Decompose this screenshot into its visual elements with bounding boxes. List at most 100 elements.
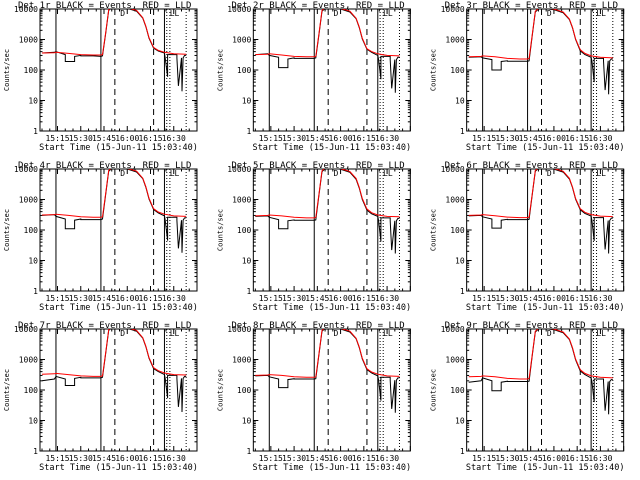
x-tick-label: 16:30 — [375, 294, 399, 303]
x-tick-label: 16:30 — [588, 134, 612, 143]
y-tick-label: 1 — [460, 127, 465, 136]
x-axis-label: Start Time (15-Jun-11 15:03:40) — [39, 303, 198, 313]
x-tick-label: 16:15 — [565, 134, 589, 143]
x-tick-label: 16:15 — [565, 294, 589, 303]
y-tick-label: 1 — [460, 287, 465, 296]
x-tick-label: 16:00 — [542, 454, 566, 463]
y-tick-label: 10 — [455, 97, 465, 106]
marker-label: LL — [383, 169, 393, 178]
x-tick-label: 16:00 — [115, 294, 139, 303]
x-tick-label: 16:15 — [138, 454, 162, 463]
y-tick-label: 1000 — [19, 36, 38, 45]
y-axis-label: Counts/sec — [216, 369, 224, 411]
panel-title: Det 7r BLACK = Events, RED = LLD — [18, 321, 191, 331]
x-tick-label: 15:30 — [69, 134, 93, 143]
y-tick-label: 1000 — [232, 356, 251, 365]
y-tick-label: 100 — [450, 386, 465, 395]
x-axis-label: Start Time (15-Jun-11 15:03:40) — [466, 143, 625, 153]
series-line-events — [255, 169, 400, 254]
x-tick-label: 16:15 — [565, 454, 589, 463]
y-tick-label: 1 — [33, 447, 38, 456]
y-tick-label: 1000 — [232, 36, 251, 45]
x-tick-label: 15:15 — [472, 134, 496, 143]
x-tick-label: 15:45 — [519, 134, 543, 143]
y-tick-label: 1000 — [19, 356, 38, 365]
plot-frame — [39, 168, 198, 292]
x-tick-label: 15:45 — [519, 454, 543, 463]
series-line-lld — [468, 169, 613, 219]
y-tick-label: 1000 — [445, 196, 464, 205]
x-tick-label: 15:30 — [282, 294, 306, 303]
chart-panel-4: Det 4r BLACK = Events, RED = LLD 1 10 100 10… — [3, 161, 198, 313]
y-tick-label: 10000 — [227, 325, 251, 334]
chart-panel-1: Det 1r BLACK = Events, RED = LLD 1 10 100 10… — [3, 1, 198, 153]
x-tick-label: 16:00 — [329, 294, 353, 303]
y-tick-label: 100 — [450, 226, 465, 235]
series-line-lld — [255, 169, 400, 219]
marker-label: LL — [596, 169, 606, 178]
x-tick-label: 16:00 — [542, 294, 566, 303]
marker-label: D — [120, 169, 125, 178]
x-axis-label: Start Time (15-Jun-11 15:03:40) — [466, 303, 625, 313]
marker-label: D — [547, 329, 552, 338]
y-axis-label: Counts/sec — [216, 209, 224, 251]
y-tick-label: 1 — [460, 447, 465, 456]
y-tick-label: 1000 — [232, 196, 251, 205]
y-tick-label: 10000 — [14, 165, 38, 174]
series-group — [255, 9, 400, 93]
panel-title: Det 3r BLACK = Events, RED = LLD — [445, 1, 618, 11]
chart-panel-5: Det 5r BLACK = Events, RED = LLD 1 10 100 10… — [216, 161, 411, 313]
marker-label: D — [334, 329, 339, 338]
chart-panel-6: Det 6r BLACK = Events, RED = LLD 1 10 100 10… — [430, 161, 625, 313]
x-tick-label: 16:00 — [329, 134, 353, 143]
plot-frame — [466, 168, 625, 292]
x-tick-label: 16:15 — [352, 454, 376, 463]
x-tick-label: 16:30 — [588, 454, 612, 463]
x-axis-label: Start Time (15-Jun-11 15:03:40) — [39, 143, 198, 153]
series-group — [468, 329, 613, 415]
x-tick-label: 15:45 — [305, 454, 329, 463]
panel-title: Det 1r BLACK = Events, RED = LLD — [18, 1, 191, 11]
y-axis-label: Counts/sec — [3, 369, 11, 411]
x-tick-label: 15:45 — [92, 134, 116, 143]
marker-label: LL — [383, 9, 393, 18]
series-line-lld — [41, 169, 187, 218]
y-tick-label: 10 — [28, 257, 38, 266]
y-tick-label: 100 — [237, 386, 252, 395]
x-tick-label: 15:15 — [259, 294, 283, 303]
y-tick-label: 1 — [247, 127, 252, 136]
series-line-lld — [255, 329, 400, 378]
y-tick-label: 1000 — [19, 196, 38, 205]
y-tick-label: 10000 — [227, 5, 251, 14]
y-tick-label: 10 — [242, 97, 252, 106]
series-line-lld — [41, 9, 187, 56]
x-tick-label: 15:30 — [495, 454, 519, 463]
plot-frame — [466, 8, 625, 132]
x-tick-label: 16:00 — [329, 454, 353, 463]
plot-frame — [39, 328, 198, 452]
x-tick-label: 15:15 — [45, 134, 69, 143]
x-axis-label: Start Time (15-Jun-11 15:03:40) — [39, 463, 198, 473]
y-tick-label: 100 — [24, 226, 39, 235]
x-axis-label: Start Time (15-Jun-11 15:03:40) — [253, 463, 412, 473]
x-tick-label: 16:15 — [352, 134, 376, 143]
marker-label: LL — [170, 9, 180, 18]
y-tick-label: 10 — [28, 417, 38, 426]
marker-label: LL — [383, 329, 393, 338]
x-tick-label: 16:30 — [375, 134, 399, 143]
marker-label: D — [547, 169, 552, 178]
x-tick-label: 16:00 — [542, 134, 566, 143]
y-tick-label: 100 — [237, 66, 252, 75]
series-line-lld — [468, 9, 613, 60]
chart-panel-3: Det 3r BLACK = Events, RED = LLD 1 10 100 10… — [430, 1, 625, 153]
y-axis-label: Counts/sec — [430, 49, 438, 91]
x-axis-label: Start Time (15-Jun-11 15:03:40) — [466, 463, 625, 473]
series-group — [41, 9, 187, 92]
series-group — [255, 329, 400, 413]
x-tick-label: 15:45 — [305, 294, 329, 303]
series-group — [468, 9, 613, 95]
x-tick-label: 16:00 — [115, 454, 139, 463]
x-tick-label: 16:30 — [162, 134, 186, 143]
chart-panel-2: Det 2r BLACK = Events, RED = LLD 1 10 100 10… — [216, 1, 411, 153]
